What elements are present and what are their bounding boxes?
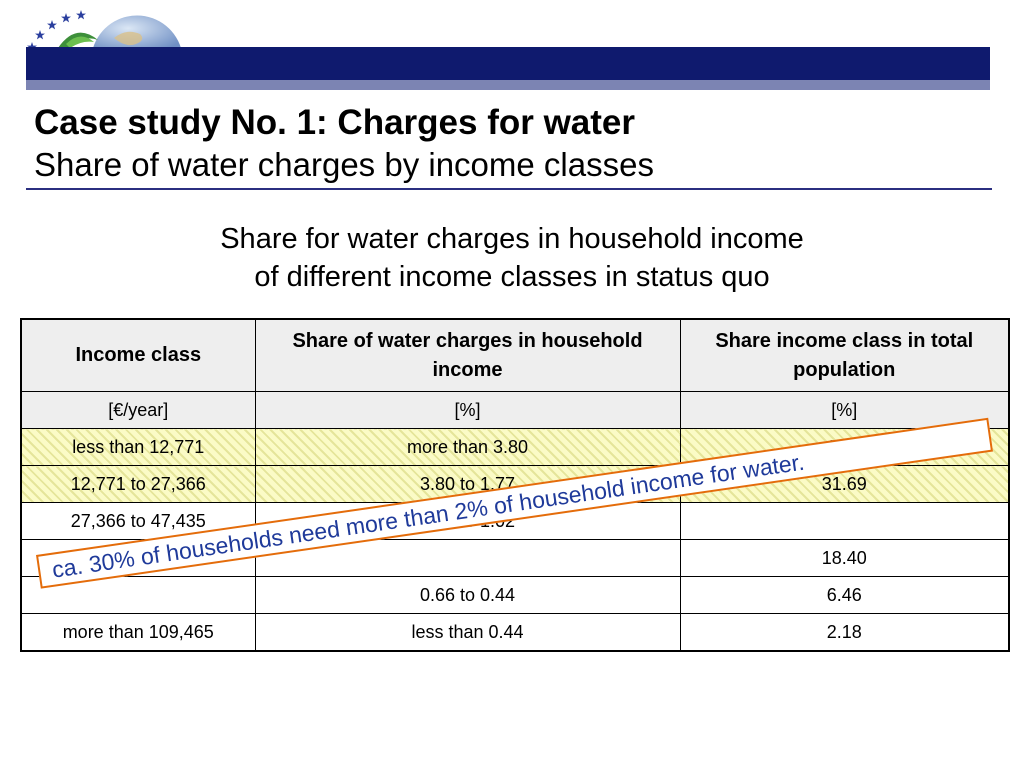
table-header-row: Income class Share of water charges in h… (20, 318, 1010, 392)
header-banner-stripe (26, 80, 990, 90)
cell-water-share: less than 0.44 (254, 613, 681, 652)
cell-water-share: more than 3.80 (254, 428, 681, 466)
cell-water-share: 0.66 to 0.44 (254, 576, 681, 614)
caption-line-1: Share for water charges in household inc… (220, 223, 804, 255)
title-divider (26, 188, 992, 190)
cell-population-share (679, 502, 1010, 540)
cell-income-class: more than 109,465 (20, 613, 256, 652)
table-row: 0.66 to 0.44 6.46 (20, 576, 1010, 614)
column-header-population-share: Share income class in total population (679, 318, 1010, 392)
slide-subtitle: Share of water charges by income classes (34, 146, 654, 183)
column-header-income-class: Income class (20, 318, 256, 392)
cell-population-share: 6.46 (679, 576, 1010, 614)
column-header-water-share: Share of water charges in household inco… (254, 318, 681, 392)
table-units-row: [€/year] [%] [%] (20, 391, 1010, 429)
cell-income-class: less than 12,771 (20, 428, 256, 466)
slide-title: Case study No. 1: Charges for water (34, 103, 635, 142)
cell-population-share: 18.40 (679, 539, 1010, 577)
caption-line-2: of different income classes in status qu… (254, 261, 770, 293)
header-banner (26, 47, 990, 80)
cell-income-class: 12,771 to 27,366 (20, 465, 256, 503)
eu-stars-globe-logo-icon (27, 10, 182, 52)
table-row: more than 109,465 less than 0.44 2.18 (20, 613, 1010, 652)
unit-income-class: [€/year] (20, 391, 256, 429)
table-caption: Share for water charges in household inc… (0, 220, 1024, 296)
cell-population-share: 2.18 (679, 613, 1010, 652)
unit-water-share: [%] (254, 391, 681, 429)
